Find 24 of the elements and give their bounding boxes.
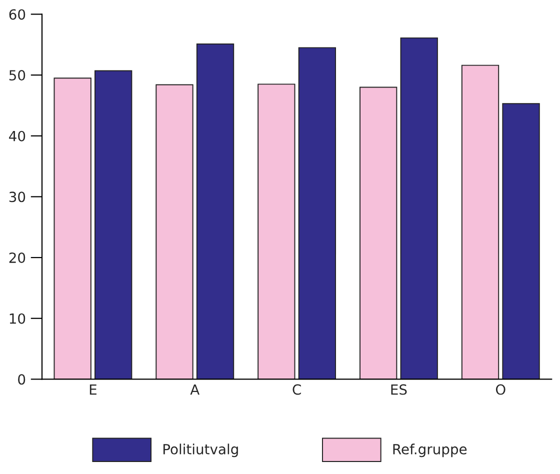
legend-label: Ref.gruppe: [393, 444, 467, 458]
bar: [298, 47, 336, 380]
bar: [461, 64, 500, 380]
legend-label: Politiutvalg: [163, 444, 238, 458]
x-tick-label: A: [190, 384, 200, 395]
x-tick-label: ES: [391, 384, 407, 395]
bar: [258, 84, 296, 380]
bar: [156, 84, 194, 380]
bar: [360, 86, 398, 380]
bar: [54, 78, 92, 380]
x-tick-label: O: [496, 384, 506, 395]
bar: [94, 70, 132, 380]
bar: [400, 37, 438, 380]
x-tick-label: E: [90, 384, 96, 395]
y-tick-label: 0: [18, 374, 26, 385]
y-tick-label: 50: [9, 70, 26, 81]
y-tick-label: 30: [9, 192, 26, 202]
y-tick-label: 60: [9, 9, 26, 20]
y-tick-label: 20: [9, 252, 26, 264]
bar: [196, 44, 234, 380]
y-tick-label: 10: [10, 313, 26, 324]
y-tick-label: 40: [9, 130, 26, 142]
bar: [502, 103, 540, 380]
x-tick-label: C: [292, 384, 301, 395]
